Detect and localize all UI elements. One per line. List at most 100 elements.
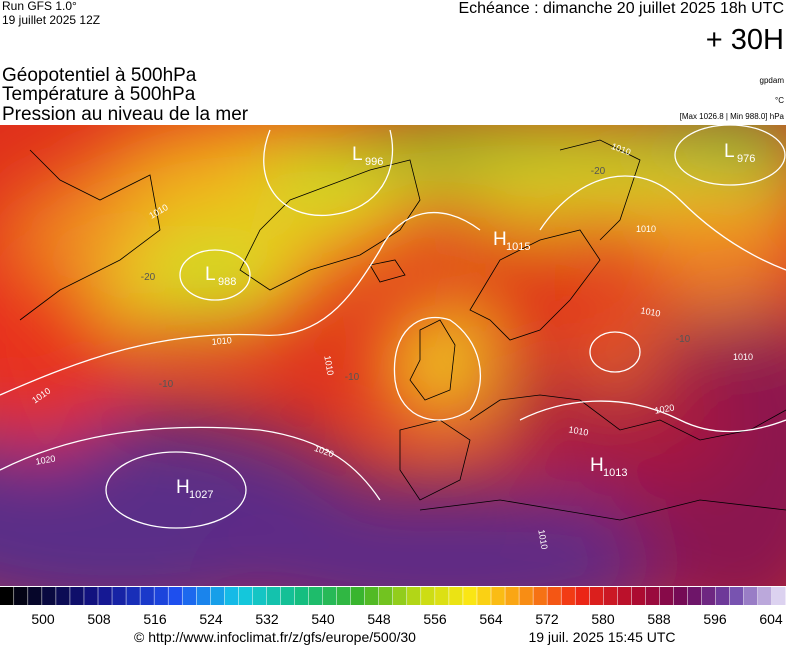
isobar-label: 1010 bbox=[568, 424, 589, 437]
colorbar-tick-label: 548 bbox=[367, 611, 391, 627]
colorbar-swatch bbox=[505, 587, 519, 605]
title-line: Géopotentiel à 500hPa bbox=[2, 65, 197, 86]
colorbar-swatch bbox=[715, 587, 730, 605]
unit-label: [Max 1026.8 | Min 988.0] hPa bbox=[680, 112, 785, 121]
pressure-center-value: 996 bbox=[365, 156, 383, 168]
colorbar-swatch bbox=[84, 587, 98, 605]
temperature-label: -20 bbox=[591, 166, 606, 177]
temperature-label: -10 bbox=[676, 334, 691, 345]
colorbar-swatch bbox=[126, 587, 140, 605]
colorbar-tick-label: 604 bbox=[759, 611, 783, 627]
colorbar-swatch bbox=[252, 587, 267, 605]
colorbar-swatch bbox=[435, 587, 449, 605]
colorbar-swatch bbox=[168, 587, 182, 605]
colorbar-swatch bbox=[42, 587, 56, 605]
colorbar-tick-label: 596 bbox=[703, 611, 727, 627]
colorbar-swatch bbox=[28, 587, 42, 605]
colorbar-tick-label: 556 bbox=[423, 611, 447, 627]
colorbar-swatch bbox=[280, 587, 295, 605]
temperature-label: -10 bbox=[159, 379, 174, 390]
colorbar-tick-label: 508 bbox=[87, 611, 111, 627]
unit-label: gpdam bbox=[760, 76, 785, 85]
colorbar-tick-label: 580 bbox=[591, 611, 615, 627]
isobars bbox=[0, 125, 786, 529]
run-date: 19 juillet 2025 12Z bbox=[2, 13, 100, 27]
colorbar-tick-label: 516 bbox=[143, 611, 167, 627]
colorbar-swatch bbox=[631, 587, 646, 605]
colorbar-swatch bbox=[140, 587, 154, 605]
temperature-label: -20 bbox=[141, 272, 156, 283]
colorbar-swatch bbox=[407, 587, 421, 605]
map bbox=[0, 125, 786, 586]
pressure-center-value: 1013 bbox=[603, 467, 627, 479]
pressure-center-value: 988 bbox=[218, 276, 236, 288]
colorbar-swatch bbox=[336, 587, 351, 605]
lead-time: + 30H bbox=[706, 24, 784, 56]
colorbar-swatch bbox=[196, 587, 211, 605]
colorbar-tick-label: 500 bbox=[31, 611, 55, 627]
pressure-center-letter: L bbox=[205, 264, 216, 285]
pressure-center-letter: L bbox=[352, 144, 363, 165]
colorbar: 500 508 516 524 532 540 548 556 564 572 580 588 596 6… bbox=[0, 587, 786, 627]
colorbar-swatch bbox=[210, 587, 225, 605]
pressure-center-value: 1027 bbox=[189, 489, 213, 501]
isobar-label: 1010 bbox=[536, 529, 549, 550]
pressure-center-value: 976 bbox=[737, 153, 755, 165]
colorbar-swatch bbox=[589, 587, 604, 605]
colorbar-swatch bbox=[743, 587, 758, 605]
title-line: Pression au niveau de la mer bbox=[2, 104, 249, 125]
colorbar-swatch bbox=[182, 587, 196, 605]
colorbar-swatch bbox=[519, 587, 533, 605]
unit-label: °C bbox=[775, 96, 784, 105]
colorbar-swatch bbox=[98, 587, 112, 605]
isobar-label: 1020 bbox=[35, 453, 56, 466]
colorbar-swatch bbox=[449, 587, 463, 605]
colorbar-tick-label: 532 bbox=[255, 611, 279, 627]
colorbar-swatch bbox=[687, 587, 702, 605]
temperature-field bbox=[0, 125, 786, 586]
colorbar-swatch bbox=[673, 587, 688, 605]
colorbar-swatch bbox=[154, 587, 168, 605]
colorbar-swatch bbox=[701, 587, 716, 605]
colorbar-tick-label: 524 bbox=[199, 611, 223, 627]
isobar-label: 1020 bbox=[654, 402, 675, 415]
pressure-center-value: 1015 bbox=[506, 241, 530, 253]
isobar-label: 1010 bbox=[322, 355, 335, 376]
colorbar-swatch bbox=[771, 587, 786, 605]
title-line: Température à 500hPa bbox=[2, 84, 196, 105]
pressure-center-letter: H bbox=[176, 477, 190, 498]
colorbar-swatch bbox=[322, 587, 337, 605]
colorbar-swatch bbox=[266, 587, 281, 605]
colorbar-swatch bbox=[14, 587, 28, 605]
isobar-label: 1010 bbox=[640, 305, 661, 318]
colorbar-swatch bbox=[757, 587, 772, 605]
pressure-center-letter: H bbox=[493, 229, 507, 250]
run-label: Run GFS 1.0° bbox=[2, 0, 77, 13]
colorbar-swatch bbox=[491, 587, 505, 605]
echeance: Echéance : dimanche 20 juillet 2025 18h … bbox=[458, 0, 784, 17]
colorbar-swatch bbox=[70, 587, 84, 605]
colorbar-swatch bbox=[308, 587, 323, 605]
colorbar-swatch bbox=[603, 587, 618, 605]
colorbar-swatch bbox=[238, 587, 253, 605]
colorbar-swatch bbox=[112, 587, 126, 605]
isobar-label: 1010 bbox=[211, 335, 232, 347]
colorbar-swatch bbox=[421, 587, 435, 605]
temperature-label: -10 bbox=[345, 372, 360, 383]
colorbar-swatch bbox=[378, 587, 393, 605]
colorbar-swatch bbox=[393, 587, 407, 605]
colorbar-tick-label: 564 bbox=[479, 611, 503, 627]
pressure-center-letter: H bbox=[590, 455, 604, 476]
colorbar-swatch bbox=[533, 587, 547, 605]
isobar-label: 1010 bbox=[733, 352, 753, 362]
colorbar-swatch bbox=[547, 587, 561, 605]
colorbar-tick-label: 572 bbox=[535, 611, 559, 627]
footer-url: © http://www.infoclimat.fr/z/gfs/europe/… bbox=[134, 629, 416, 645]
isobar-label: 1010 bbox=[636, 224, 656, 234]
colorbar-tick-label: 588 bbox=[647, 611, 671, 627]
colorbar-swatch bbox=[364, 587, 379, 605]
colorbar-swatch bbox=[350, 587, 365, 605]
colorbar-swatch bbox=[729, 587, 744, 605]
